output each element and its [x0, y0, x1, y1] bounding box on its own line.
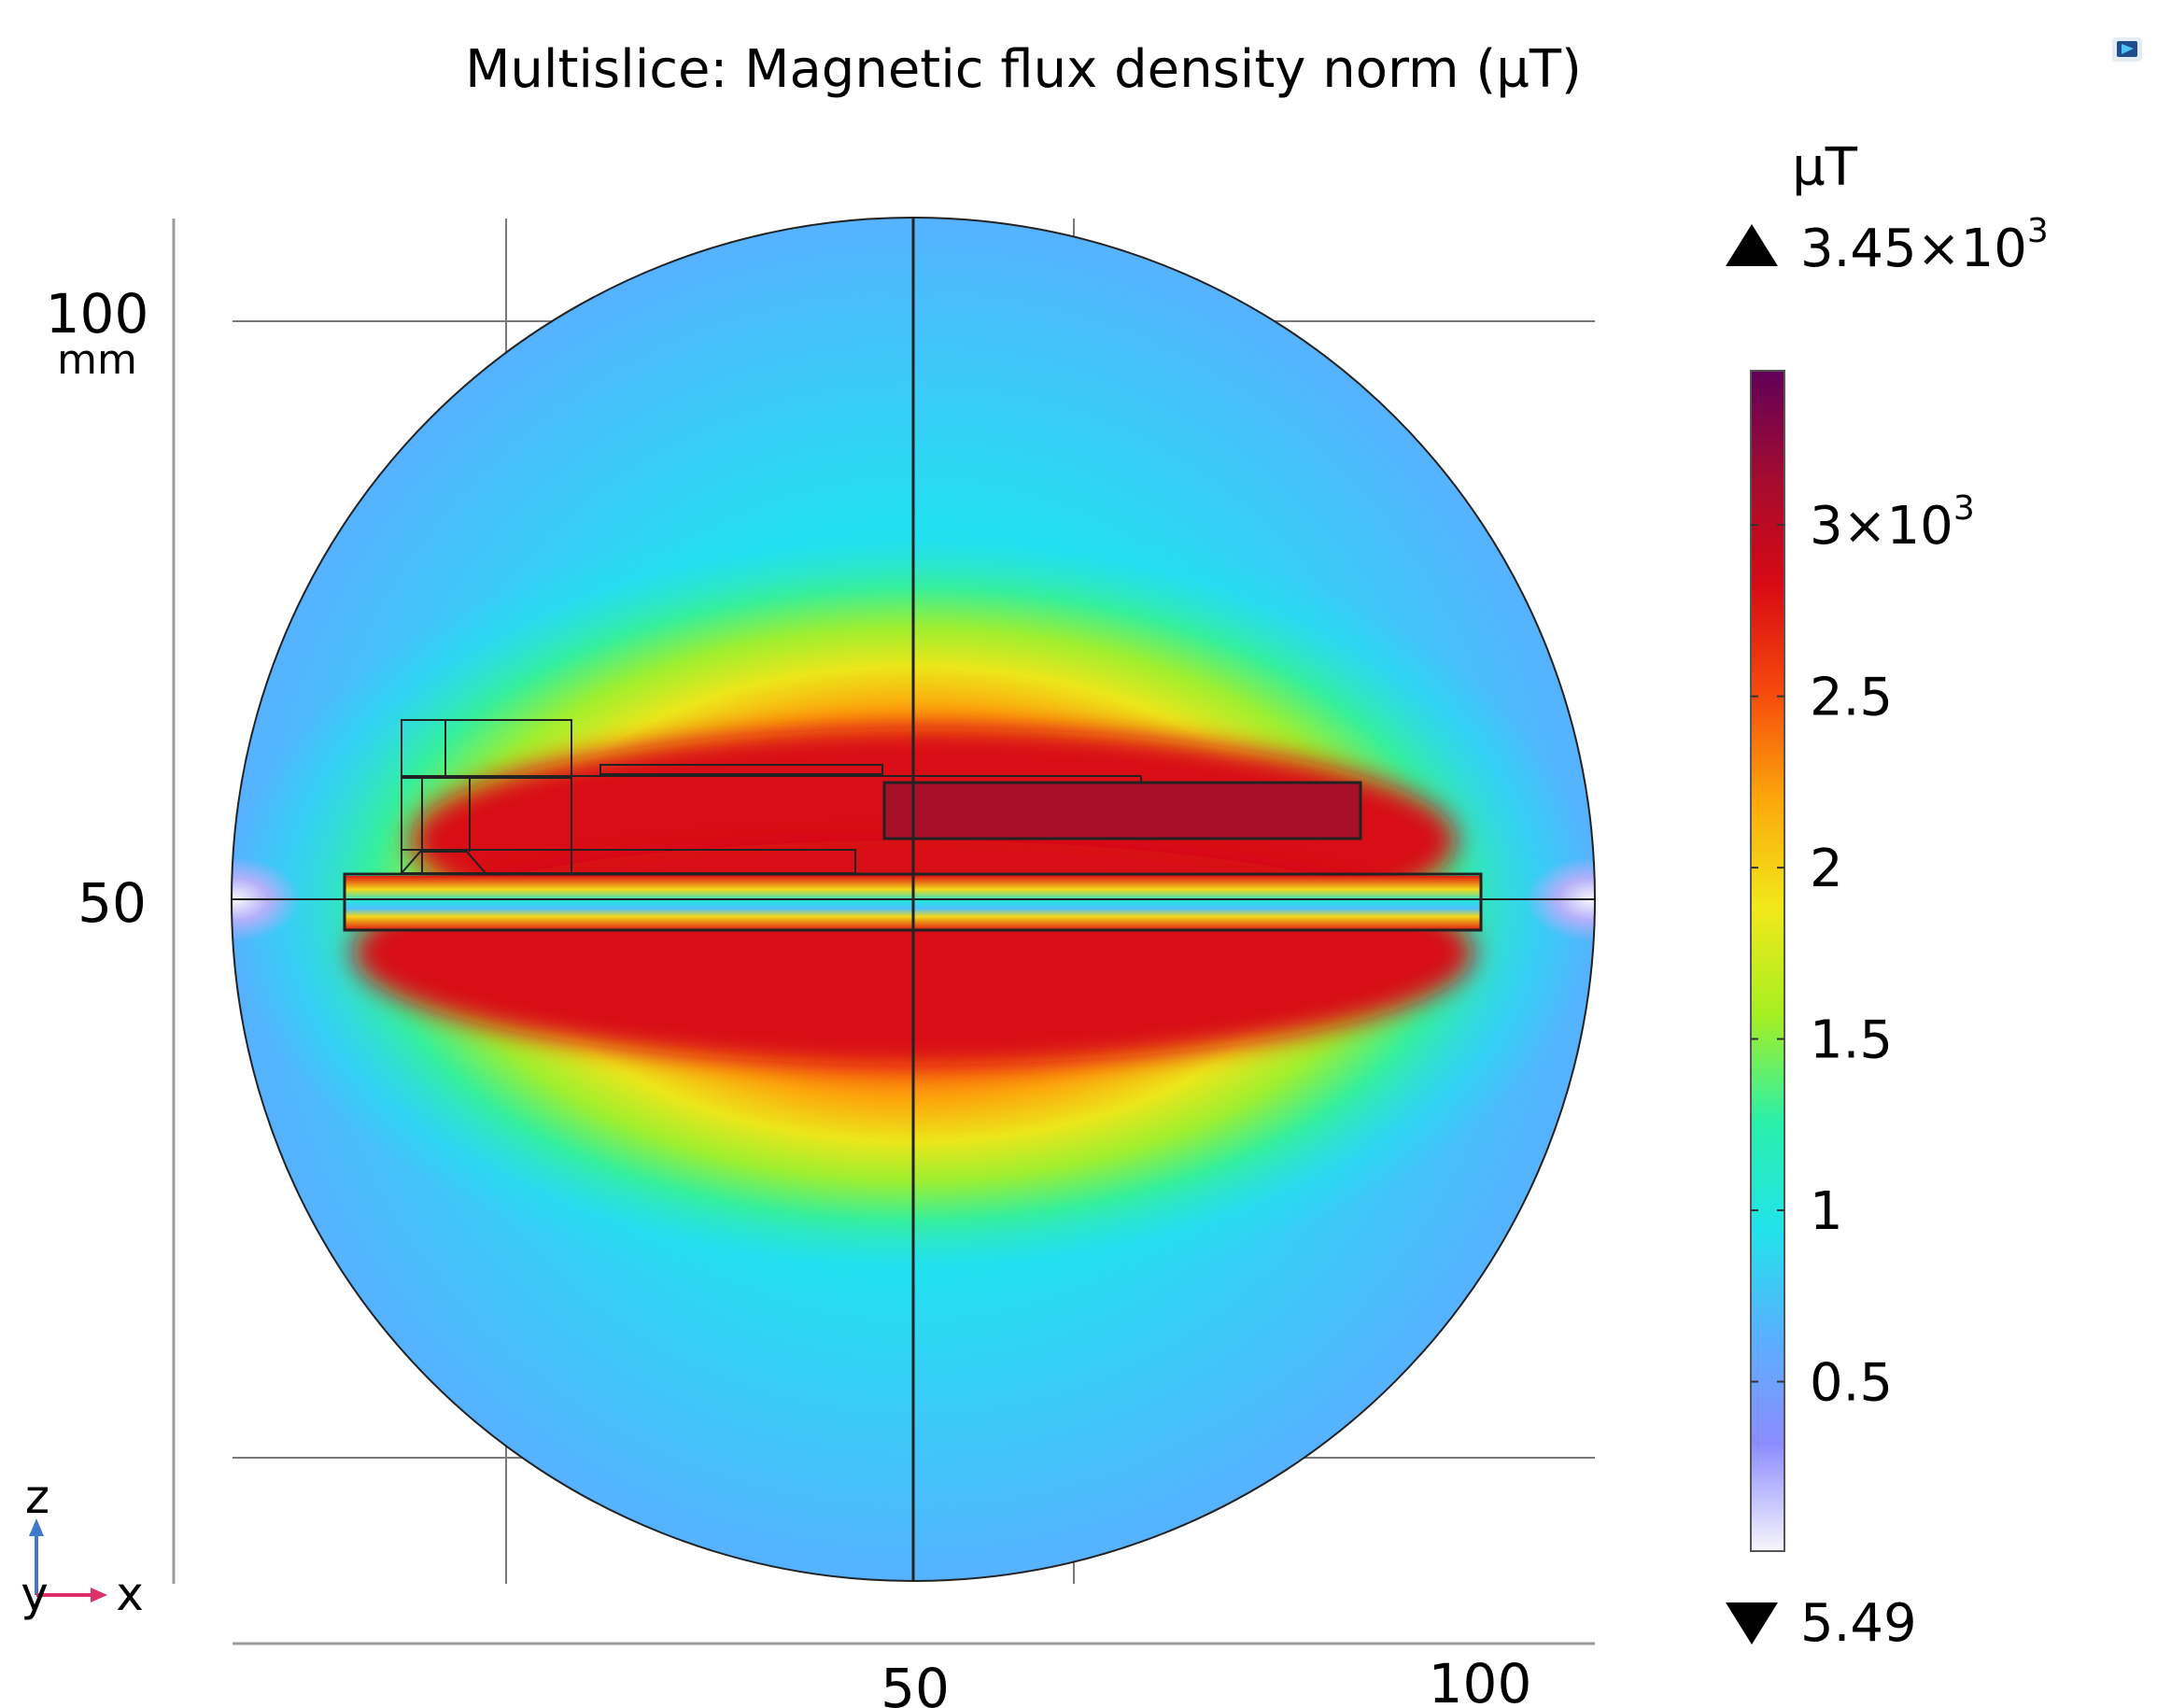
- z-tick-100: 100: [46, 282, 149, 346]
- colorbar-unit: µT: [1792, 137, 1858, 198]
- colorbar-max-label: 3.45×103: [1800, 212, 2049, 279]
- app-logo-icon: [2112, 37, 2142, 62]
- colorbar-min-arrow-icon: [1726, 1602, 1778, 1644]
- colorbar-tick-label-2: 2: [1810, 839, 1843, 899]
- colorbar-tick-label-5: 0.5: [1810, 1353, 1893, 1414]
- x-arrow-icon: [91, 1588, 107, 1602]
- geom-box-4: [882, 781, 1362, 840]
- geom-bevel: [401, 851, 486, 874]
- colorbar-min-label: 5.49: [1800, 1593, 1917, 1654]
- z-arrow-icon: [29, 1518, 44, 1536]
- z-unit-label: mm: [57, 336, 137, 384]
- chart-title: Multislice: Magnetic flux density norm (…: [465, 39, 1582, 100]
- z-tick-50: 50: [78, 871, 147, 935]
- x-tick-50: 50: [881, 1657, 950, 1708]
- colorbar-tick-label-0: 3×103: [1810, 489, 1975, 557]
- geom-box-3: [599, 764, 883, 775]
- colorbar-tick-label-1: 2.5: [1810, 668, 1893, 728]
- colorbar-max-arrow-icon: [1726, 224, 1778, 266]
- x-tick-100: 100: [1429, 1652, 1532, 1708]
- colorbar: [1750, 370, 1785, 1552]
- triad-x-label: x: [116, 1567, 144, 1621]
- magnet-block-high: [884, 783, 1360, 839]
- triad-z-label: z: [25, 1470, 49, 1524]
- colorbar-ticks: 3×103 2.5 2 1.5 1 0.5: [1751, 489, 1975, 1414]
- colorbar-tick-label-3: 1.5: [1810, 1010, 1893, 1071]
- axis-triad: z x y: [21, 1470, 144, 1621]
- colorbar-tick-label-4: 1: [1810, 1181, 1843, 1242]
- triad-y-label: y: [21, 1567, 49, 1621]
